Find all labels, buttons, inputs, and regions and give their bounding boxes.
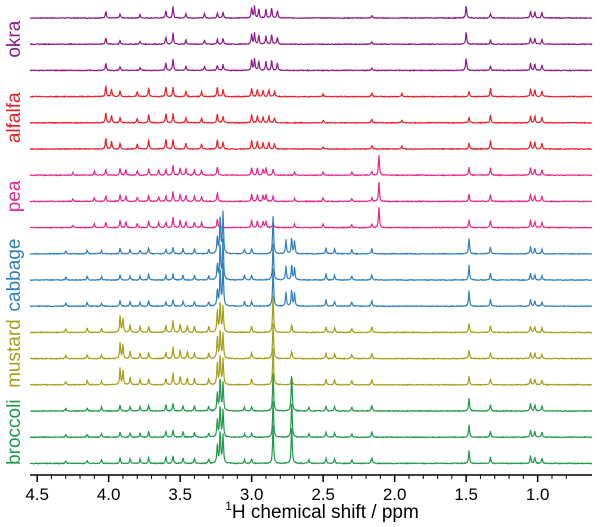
group-label-mustard: mustard <box>4 319 25 388</box>
x-tick-label: 2.0 <box>383 485 407 504</box>
x-axis-label: 1H chemical shift / ppm <box>225 499 419 523</box>
spectrum-trace-alfalfa-1 <box>29 84 593 98</box>
spectrum-trace-broccoli-1 <box>29 373 593 413</box>
spectrum-trace-alfalfa-3 <box>29 137 593 151</box>
group-label-pea: pea <box>4 180 25 212</box>
x-tick-label: 4.0 <box>97 485 121 504</box>
spectrum-trace-okra-1 <box>29 5 593 20</box>
spectrum-trace-pea-1 <box>29 154 593 177</box>
x-tick-label: 1.0 <box>526 485 550 504</box>
spectrum-trace-pea-2 <box>29 181 593 203</box>
group-label-broccoli: broccoli <box>4 399 25 464</box>
spectrum-trace-cabbage-3 <box>29 263 593 308</box>
spectrum-trace-cabbage-1 <box>29 210 593 256</box>
spectrum-trace-alfalfa-2 <box>29 112 593 125</box>
spectrum-trace-broccoli-2 <box>29 401 593 439</box>
spectrum-trace-pea-3 <box>29 207 593 229</box>
x-axis-label-text: H chemical shift / ppm <box>232 502 419 523</box>
group-label-cabbage: cabbage <box>4 239 25 312</box>
x-tick-label: 2.5 <box>311 485 335 504</box>
spectra-traces <box>29 5 593 465</box>
spectrum-trace-mustard-1 <box>29 295 593 334</box>
x-axis-label-superscript: 1 <box>225 499 232 513</box>
spectrum-trace-mustard-2 <box>29 323 593 360</box>
x-tick-label: 4.5 <box>25 485 49 504</box>
group-labels: okra alfalfa pea cabbage mustard broccoli <box>4 20 25 465</box>
x-tick-label: 3.0 <box>240 485 264 504</box>
x-tick-label: 3.5 <box>168 485 192 504</box>
group-label-alfalfa: alfalfa <box>4 92 25 143</box>
group-label-okra: okra <box>4 20 25 57</box>
spectrum-trace-okra-3 <box>29 58 593 72</box>
spectrum-trace-mustard-3 <box>29 348 593 387</box>
spectrum-trace-broccoli-3 <box>29 425 593 465</box>
spectrum-trace-cabbage-2 <box>29 238 593 282</box>
x-tick-label: 1.5 <box>454 485 478 504</box>
x-axis-ticks: 4.5 4.0 3.5 3.0 2.5 2.0 1.5 1.0 <box>25 475 567 504</box>
spectrum-trace-okra-2 <box>29 32 593 46</box>
